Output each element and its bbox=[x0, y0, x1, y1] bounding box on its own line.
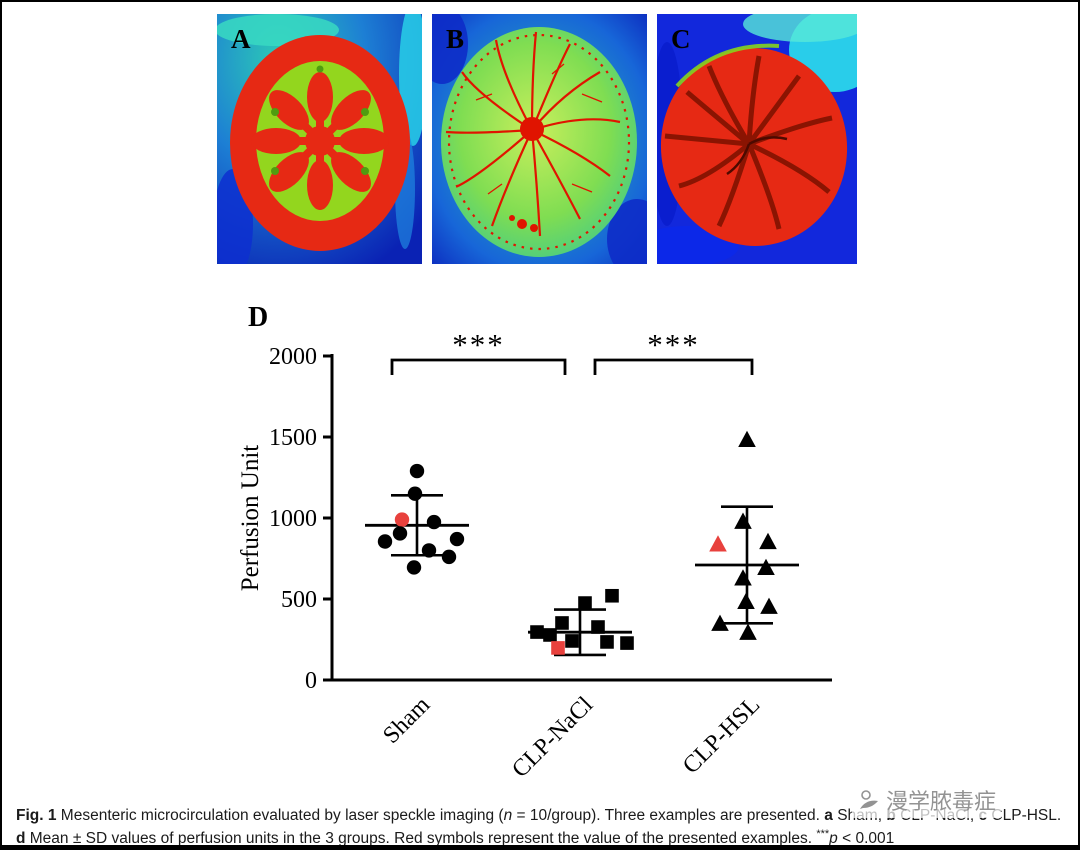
laser-speckle-image-c: C bbox=[657, 14, 857, 264]
laser-speckle-image-b: B bbox=[432, 14, 647, 264]
y-tick-label: 0 bbox=[305, 668, 317, 694]
scatter-point bbox=[759, 532, 777, 550]
figure-panel-c: C bbox=[657, 14, 857, 264]
scatter-point bbox=[739, 623, 757, 640]
scatter-point bbox=[421, 543, 437, 558]
watermark-text: 漫学脓毒症 bbox=[886, 789, 997, 814]
significance-stars: *** bbox=[647, 327, 700, 362]
scatter-point bbox=[555, 616, 569, 630]
scatter-point bbox=[591, 620, 605, 634]
scatter-point bbox=[738, 430, 756, 448]
laser-speckle-image-a: A bbox=[217, 14, 422, 264]
scatter-point bbox=[737, 592, 755, 610]
watermark: 漫学脓毒症 bbox=[852, 782, 1002, 818]
scatter-point bbox=[530, 625, 544, 639]
scatter-point bbox=[600, 635, 614, 649]
scatter-point bbox=[711, 614, 729, 631]
scatter-point bbox=[734, 569, 752, 586]
scatter-point bbox=[620, 636, 634, 650]
y-axis-title: Perfusion Unit bbox=[237, 445, 264, 592]
scatter-point bbox=[449, 531, 465, 547]
scatter-point bbox=[441, 549, 457, 565]
bowel-cross-section-b bbox=[441, 27, 637, 257]
panel-c-label: C bbox=[671, 24, 691, 54]
scatter-point bbox=[734, 512, 752, 529]
y-tick-label: 2000 bbox=[269, 344, 317, 370]
x-category-label: Sham bbox=[378, 692, 435, 749]
scatter-point bbox=[565, 634, 579, 648]
scatter-point bbox=[551, 641, 565, 655]
scatter-point bbox=[377, 534, 393, 549]
figure-caption: Fig. 1 Mesenteric microcirculation evalu… bbox=[16, 806, 1062, 848]
scatter-point bbox=[392, 526, 408, 541]
bowel-cross-section-c bbox=[660, 43, 848, 246]
scatter-point bbox=[543, 628, 557, 642]
scatter-point bbox=[407, 486, 423, 501]
significance-bracket bbox=[593, 358, 754, 375]
scatter-point bbox=[760, 597, 778, 614]
x-category-label: CLP-NaCl bbox=[507, 692, 598, 777]
perfusion-chart: 0 500 1000 1500 2000 Perfusion Unit Sham CLP-Na… bbox=[237, 327, 832, 777]
bowel-cross-section-a bbox=[230, 35, 410, 251]
figure-panel-a: A bbox=[217, 14, 422, 264]
scatter-point bbox=[709, 535, 727, 552]
panel-d-label: D bbox=[248, 302, 269, 333]
panel-a-label: A bbox=[231, 24, 251, 54]
panel-b-label: B bbox=[446, 24, 464, 54]
scatter-point bbox=[409, 463, 425, 479]
scatter-point bbox=[406, 560, 422, 575]
scatter-point bbox=[605, 588, 619, 603]
scatter-point bbox=[578, 596, 592, 610]
x-category-label: CLP-HSL bbox=[678, 692, 765, 777]
scatter-point bbox=[394, 512, 410, 527]
significance-bracket bbox=[390, 358, 567, 375]
y-tick-label: 1500 bbox=[269, 425, 317, 451]
scatter-point bbox=[426, 514, 442, 530]
scatter-point bbox=[757, 558, 775, 576]
significance-stars: *** bbox=[452, 327, 505, 362]
y-tick-label: 1000 bbox=[269, 506, 317, 532]
y-tick-label: 500 bbox=[281, 587, 317, 613]
figure-panel-b: B bbox=[432, 14, 647, 264]
watermark-logo-icon bbox=[860, 790, 878, 809]
